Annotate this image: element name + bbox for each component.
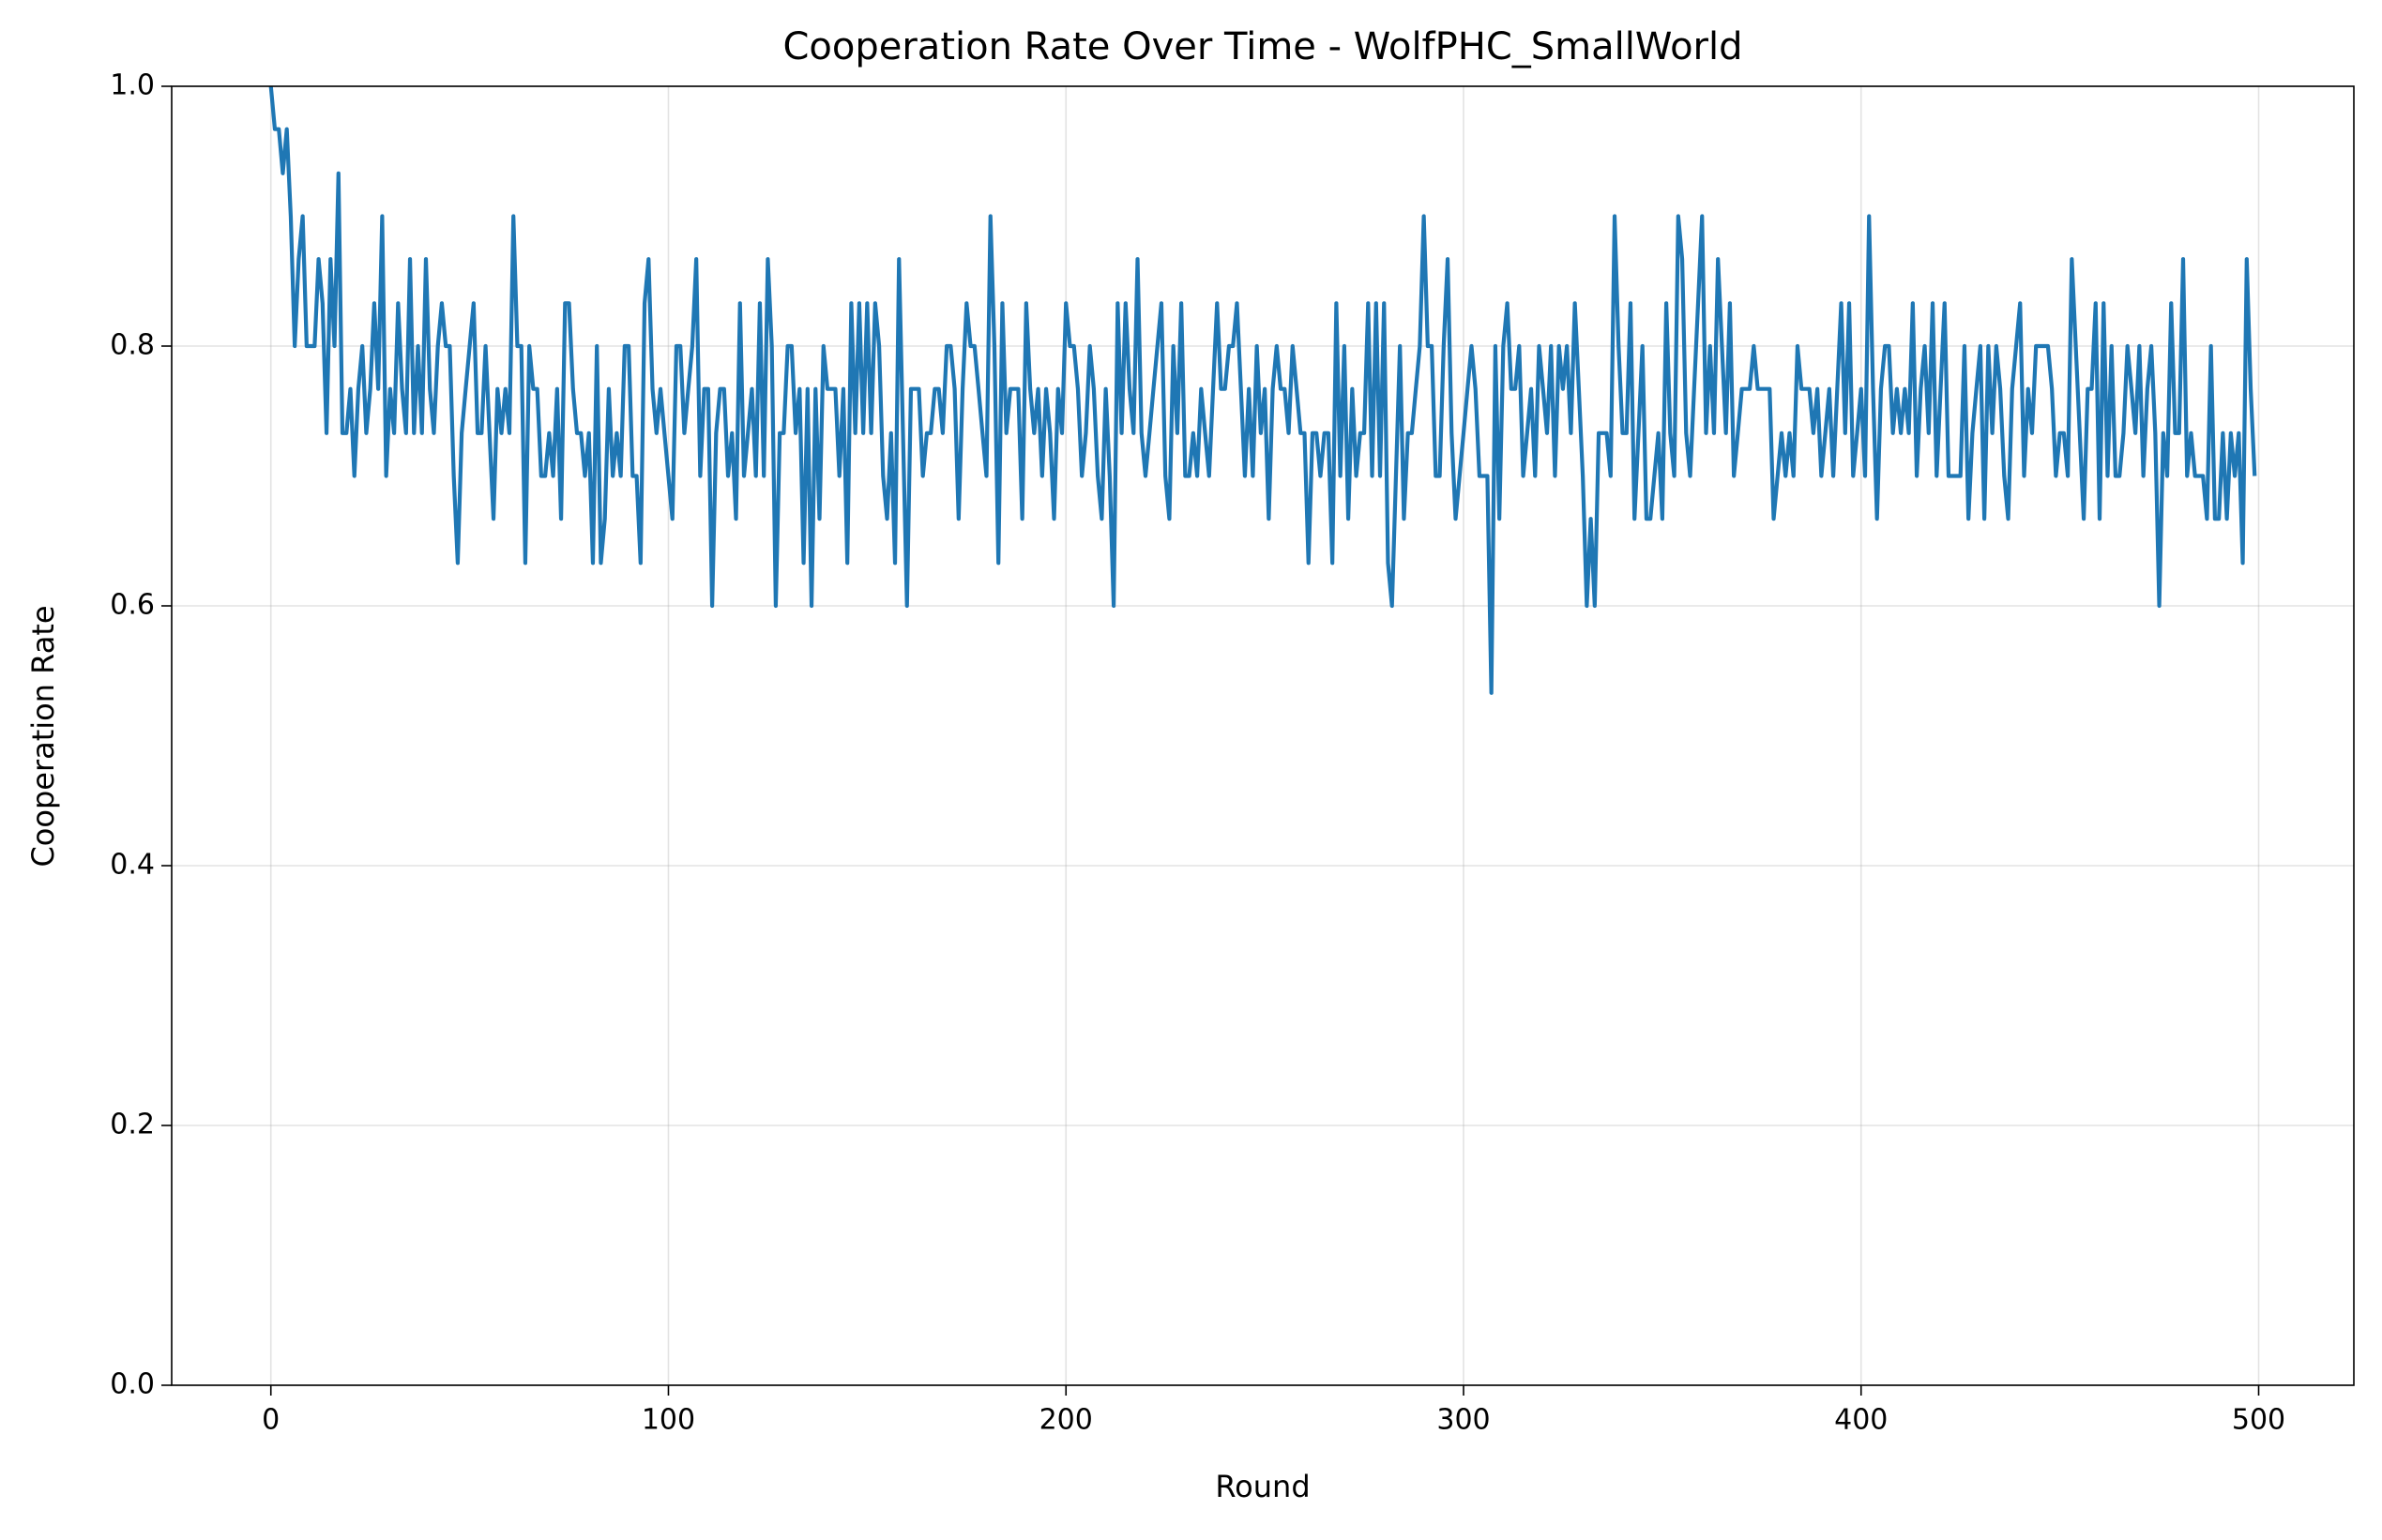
y-tick-label: 0.4 — [110, 849, 155, 882]
x-tick-label: 300 — [1436, 1404, 1490, 1437]
x-tick-label: 500 — [2232, 1404, 2285, 1437]
y-tick-label: 0.2 — [110, 1109, 155, 1141]
x-tick-label: 200 — [1039, 1404, 1093, 1437]
y-tick-label: 0.0 — [110, 1368, 155, 1401]
y-tick-label: 1.0 — [110, 69, 155, 102]
y-tick-label: 0.6 — [110, 589, 155, 622]
chart-title: Cooperation Rate Over Time - WolfPHC_Sma… — [782, 25, 1742, 68]
x-tick-label: 0 — [262, 1404, 280, 1437]
y-tick-label: 0.8 — [110, 329, 155, 362]
y-axis-label: Cooperation Rate — [25, 605, 61, 867]
x-tick-label: 100 — [642, 1404, 695, 1437]
x-tick-label: 400 — [1834, 1404, 1888, 1437]
data-line — [268, 86, 2257, 695]
x-axis-label: Round — [1215, 1469, 1310, 1504]
plot-frame — [171, 85, 2355, 1386]
